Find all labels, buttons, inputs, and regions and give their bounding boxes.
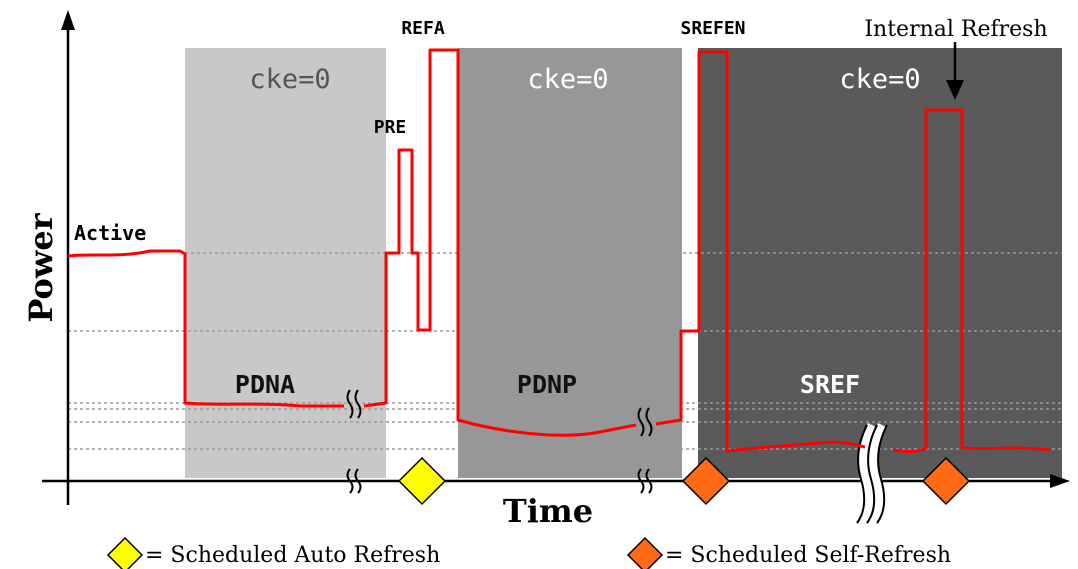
legend-self-refresh-text: = Scheduled Self-Refresh bbox=[665, 543, 951, 568]
power-trace bbox=[67, 48, 1051, 454]
axis-break-mark-1b bbox=[354, 468, 362, 494]
cke-label-sref: cke=0 bbox=[839, 64, 920, 95]
sref-break-mark-lines bbox=[856, 424, 888, 524]
cke-label-pdnp: cke=0 bbox=[527, 64, 608, 95]
internal-refresh-arrowhead bbox=[946, 80, 964, 100]
sref-break-line-3 bbox=[876, 424, 888, 524]
legend-auto-refresh-swatch bbox=[106, 536, 144, 569]
sref-break-mark bbox=[858, 422, 887, 526]
state-label-pdnp: PDNP bbox=[517, 370, 577, 399]
region-pdna bbox=[185, 48, 386, 478]
srefen-label: SREFEN bbox=[680, 18, 745, 39]
legend-auto-refresh-text: = Scheduled Auto Refresh bbox=[145, 543, 440, 568]
x-axis-title: Time bbox=[503, 492, 593, 530]
power-level-gridlines bbox=[68, 252, 1062, 450]
sref-break-line-1 bbox=[856, 424, 868, 524]
axes bbox=[42, 28, 1055, 505]
active-label: Active bbox=[74, 221, 146, 245]
trace-break-mark-pdnp bbox=[637, 407, 645, 437]
trace-break-marks bbox=[346, 389, 653, 437]
axis-break-mark-2 bbox=[637, 468, 645, 494]
sref-break-mark-bg-1 bbox=[858, 422, 877, 526]
cke-label-pdna: cke=0 bbox=[249, 64, 330, 95]
auto-refresh-marker bbox=[397, 456, 447, 506]
trace-break-mark-pdnp-b bbox=[645, 407, 653, 437]
axis-break-marks bbox=[346, 468, 653, 494]
state-label-sref: SREF bbox=[800, 370, 860, 399]
x-axis-arrow bbox=[1050, 474, 1070, 488]
internal-refresh-label: Internal Refresh bbox=[864, 17, 1047, 42]
axis-break-mark-2b bbox=[645, 468, 653, 494]
self-refresh-marker-1 bbox=[681, 456, 731, 506]
region-pdnp bbox=[458, 48, 682, 478]
axis-break-mark-1 bbox=[346, 468, 354, 494]
pre-label: PRE bbox=[374, 117, 407, 138]
sref-break-line-2 bbox=[866, 424, 878, 524]
refa-label: REFA bbox=[401, 18, 445, 39]
sref-break-mark-bg-2 bbox=[868, 422, 887, 526]
y-axis-title: Power bbox=[22, 212, 60, 322]
trace-break-mark-pdna-b bbox=[354, 389, 362, 419]
self-refresh-marker-2 bbox=[921, 456, 971, 506]
region-sref bbox=[698, 48, 1062, 478]
trace-break-mark-pdna bbox=[346, 389, 354, 419]
legend-self-refresh-swatch bbox=[626, 536, 664, 569]
state-label-pdna: PDNA bbox=[235, 370, 295, 399]
y-axis-arrow bbox=[61, 10, 75, 30]
